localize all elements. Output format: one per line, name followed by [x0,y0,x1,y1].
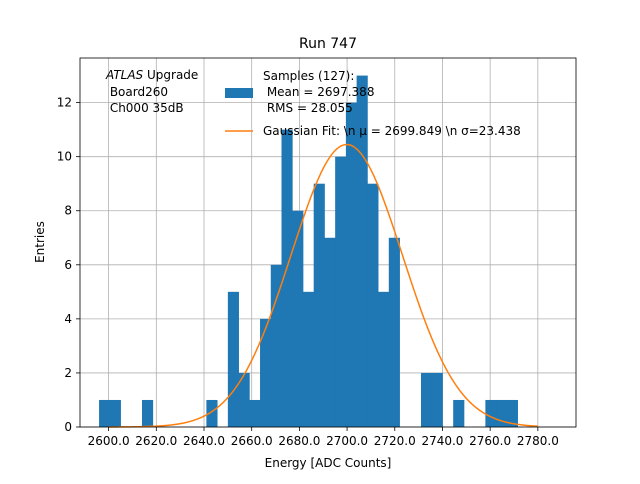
histogram-bar [388,237,400,427]
histogram-bar [206,399,218,427]
gaussian-fit-curve [108,143,538,428]
legend-swatch-samples [225,88,253,98]
legend-samples-line-3: RMS = 28.055 [263,101,353,115]
y-tick-label: 12 [57,96,72,110]
y-axis-label: Entries [33,221,47,263]
x-tick-label: 2680.0 [278,434,320,448]
histogram-bar [324,237,336,427]
x-tick-label: 2640.0 [183,434,225,448]
x-tick-label: 2620.0 [135,434,177,448]
histogram-bars [99,75,518,428]
y-tick-label: 0 [64,420,72,434]
histogram-bar [485,399,497,427]
y-tick-label: 4 [64,312,72,326]
y-tick-label: 10 [57,150,72,164]
annotation-line-2: Board260 [106,85,168,99]
x-axis-ticks: 2600.0 2620.0 2640.0 2660.0 2680.0 2700.0 2720… [88,427,559,448]
histogram-bar [302,291,315,427]
histogram-bar [431,372,443,427]
histogram-bar [496,399,508,427]
histogram-bar [356,75,368,428]
y-tick-label: 6 [64,258,72,272]
histogram-bar [260,318,272,427]
y-tick-label: 2 [64,366,72,380]
x-tick-label: 2700.0 [326,434,368,448]
x-tick-label: 2760.0 [469,434,511,448]
histogram-bar [238,372,250,427]
x-tick-label: 2740.0 [421,434,463,448]
histogram-bar [367,183,379,427]
legend-fit-label: Gaussian Fit: \n μ = 2699.849 \n σ=23.43… [263,124,521,138]
histogram-bar [313,183,325,427]
histogram-bar [345,102,358,427]
histogram-bar [142,399,154,427]
histogram-bar [506,399,518,427]
histogram-bar [453,399,465,427]
atlas-annotation: ATLAS Upgrade Board260 Ch000 35dB [105,68,198,115]
histogram-bar [335,156,347,427]
histogram-bar [99,399,111,427]
plot-frame [79,57,577,428]
legend-samples-line-1: Samples (127): [263,69,354,83]
x-tick-label: 2780.0 [517,434,559,448]
histogram-bar [281,129,293,427]
histogram-bar [109,399,121,427]
histogram-bar [249,399,261,427]
annotation-upgrade: Upgrade [143,68,198,82]
histogram-bar [292,210,304,427]
annotation-atlas: ATLAS [105,68,144,82]
y-tick-label: 8 [64,204,72,218]
histogram-bar [421,372,433,427]
x-tick-label: 2600.0 [88,434,130,448]
chart-title: Run 747 [299,36,357,52]
annotation-line-1: ATLAS Upgrade [105,68,198,82]
histogram-bar [378,291,390,427]
annotation-line-3: Ch000 35dB [106,101,184,115]
histogram-bar [227,291,239,427]
legend: Samples (127): Mean = 2697.388 RMS = 28.… [225,69,521,138]
y-axis-ticks: 0 2 4 6 8 10 12 [57,96,80,434]
x-tick-label: 2720.0 [374,434,416,448]
legend-samples-line-2: Mean = 2697.388 [263,85,374,99]
histogram-bar [270,264,282,427]
x-axis-label: Energy [ADC Counts] [265,456,392,470]
x-tick-label: 2660.0 [231,434,273,448]
